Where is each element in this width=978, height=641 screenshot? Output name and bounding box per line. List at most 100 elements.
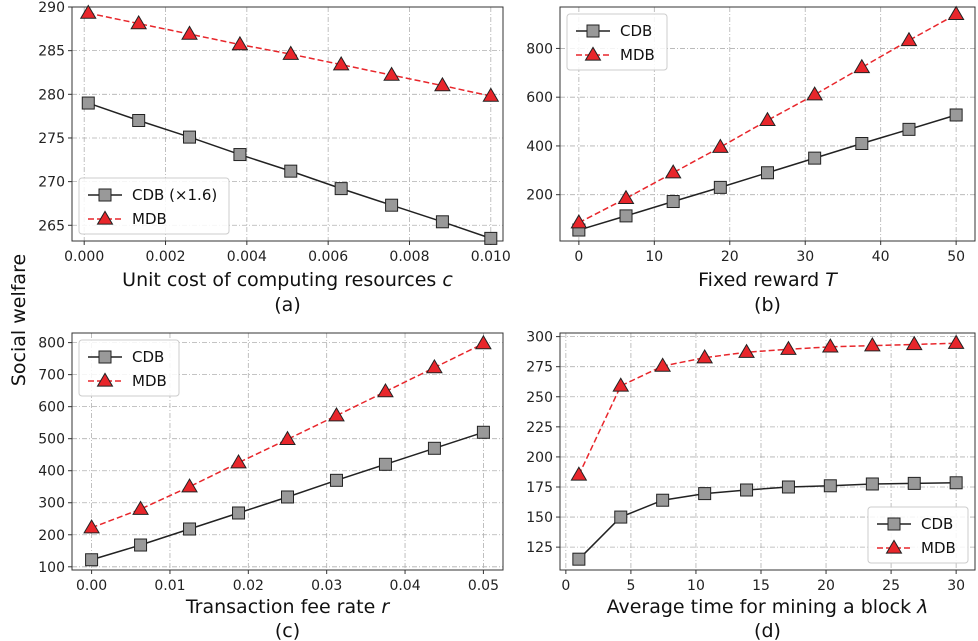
y-tick-label: 300 bbox=[526, 330, 553, 346]
x-tick-label: 0.004 bbox=[227, 249, 267, 265]
data-point-cdb bbox=[232, 506, 246, 520]
data-point-cdb bbox=[183, 130, 197, 144]
y-tick-label: 600 bbox=[38, 400, 65, 416]
data-point-cdb bbox=[85, 553, 99, 567]
legend-label: MDB bbox=[132, 372, 167, 390]
data-point-cdb bbox=[484, 231, 498, 245]
data-point-cdb bbox=[761, 166, 774, 180]
data-point-mdb bbox=[900, 31, 918, 47]
data-point-cdb bbox=[740, 483, 754, 497]
legend-marker-cdb bbox=[887, 517, 901, 531]
y-tick-label: 175 bbox=[526, 480, 553, 496]
legend: CDB MDB bbox=[566, 13, 668, 71]
data-point-mdb bbox=[738, 343, 755, 358]
y-tick-label: 800 bbox=[526, 41, 553, 57]
data-point-mdb bbox=[482, 87, 500, 102]
data-point-cdb bbox=[572, 552, 586, 566]
data-point-mdb bbox=[863, 336, 881, 352]
data-point-mdb bbox=[759, 111, 776, 127]
y-tick-label: 225 bbox=[526, 420, 553, 436]
series-line-mdb bbox=[88, 12, 491, 97]
data-point-mdb bbox=[853, 58, 871, 74]
legend-marker-cdb bbox=[586, 24, 600, 38]
data-point-cdb bbox=[132, 114, 146, 128]
data-point-mdb bbox=[806, 86, 824, 101]
legend-label: CDB bbox=[132, 348, 164, 366]
figure-y-axis-label: Social welfare bbox=[8, 254, 30, 386]
x-axis-label-text: Unit cost of computing resources bbox=[122, 269, 442, 291]
x-tick-label: 20 bbox=[817, 578, 835, 594]
data-point-cdb bbox=[435, 215, 449, 229]
data-point-cdb bbox=[656, 493, 670, 507]
series-line-mdb bbox=[578, 342, 957, 476]
y-tick-label: 200 bbox=[526, 188, 553, 204]
data-point-cdb bbox=[808, 151, 822, 165]
legend-label: CDB (×1.6) bbox=[132, 186, 217, 204]
data-point-cdb bbox=[855, 137, 869, 150]
data-point-cdb bbox=[666, 195, 680, 209]
x-axis-label: Average time for mining a block λ bbox=[607, 596, 929, 618]
x-axis-label: Unit cost of computing resources c bbox=[122, 269, 453, 291]
x-axis-label-variable: c bbox=[442, 269, 453, 291]
x-axis-label-text: Average time for mining a block bbox=[607, 596, 918, 618]
x-tick-label: 0.002 bbox=[145, 249, 185, 265]
data-point-mdb bbox=[377, 382, 394, 398]
x-tick-label: 15 bbox=[752, 578, 770, 594]
data-point-mdb bbox=[426, 358, 443, 374]
legend-marker-mdb bbox=[96, 372, 114, 387]
x-tick-label: 50 bbox=[947, 249, 965, 265]
data-point-cdb bbox=[476, 425, 490, 439]
data-point-mdb bbox=[230, 454, 247, 469]
y-tick-label: 800 bbox=[38, 336, 65, 352]
y-tick-label: 200 bbox=[38, 528, 65, 544]
data-point-mdb bbox=[947, 334, 965, 349]
x-tick-label: 0.000 bbox=[64, 249, 104, 265]
data-point-cdb bbox=[823, 479, 837, 493]
chart-panel-1: 0.000 0.002 0.004 0.006 0.008 0.010 265 270 275 2… bbox=[38, 0, 511, 316]
y-tick-label: 200 bbox=[526, 450, 553, 466]
y-tick-label: 275 bbox=[38, 131, 65, 147]
x-tick-label: 0.010 bbox=[471, 249, 511, 265]
plot-frame bbox=[559, 332, 976, 571]
data-point-cdb bbox=[334, 182, 348, 196]
x-tick-label: 30 bbox=[796, 249, 814, 265]
data-point-cdb bbox=[949, 476, 963, 490]
data-point-cdb bbox=[619, 209, 633, 223]
data-point-mdb bbox=[612, 377, 630, 392]
data-point-mdb bbox=[132, 500, 149, 515]
data-point-cdb bbox=[284, 164, 298, 178]
data-point-mdb bbox=[905, 335, 923, 351]
legend-marker-mdb bbox=[885, 539, 903, 554]
data-point-cdb bbox=[949, 108, 963, 122]
y-tick-label: 600 bbox=[526, 90, 553, 106]
data-point-cdb bbox=[378, 457, 392, 471]
legend-label: MDB bbox=[620, 46, 655, 64]
data-point-mdb bbox=[181, 25, 198, 40]
data-point-cdb bbox=[281, 490, 294, 504]
data-point-cdb bbox=[329, 473, 343, 487]
data-point-mdb bbox=[664, 164, 682, 179]
x-tick-label: 0.01 bbox=[154, 578, 185, 594]
chart-panel-4: 0 5 10 15 20 25 30 125 150 175 200 225 250 275 300 Aver… bbox=[526, 330, 976, 641]
data-point-mdb bbox=[947, 5, 965, 20]
data-point-mdb bbox=[383, 66, 400, 81]
y-tick-label: 150 bbox=[526, 510, 553, 526]
data-point-mdb bbox=[332, 55, 350, 71]
legend-marker-cdb bbox=[98, 188, 112, 202]
data-point-mdb bbox=[654, 357, 672, 372]
data-point-cdb bbox=[385, 198, 399, 212]
x-tick-label: 0 bbox=[574, 249, 583, 265]
legend-box bbox=[78, 177, 230, 235]
x-axis-label-text: Transaction fee rate bbox=[185, 596, 381, 618]
y-tick-label: 700 bbox=[38, 368, 65, 384]
data-point-cdb bbox=[698, 487, 712, 501]
x-tick-label: 0.006 bbox=[308, 249, 348, 265]
x-axis-label-variable: r bbox=[381, 596, 390, 618]
data-point-cdb bbox=[134, 538, 148, 552]
data-point-cdb bbox=[81, 96, 95, 110]
plot-frame bbox=[71, 6, 504, 242]
data-point-mdb bbox=[83, 519, 100, 534]
legend-label: MDB bbox=[921, 539, 956, 557]
chart-panel-3: 0.00 0.01 0.02 0.03 0.04 0.05 100 200 300 400 500 6… bbox=[38, 332, 504, 641]
